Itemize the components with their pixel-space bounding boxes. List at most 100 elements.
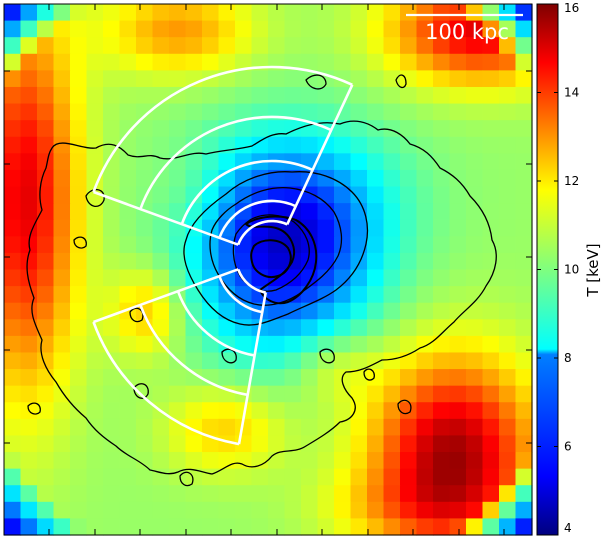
heatmap-pixel	[499, 169, 517, 188]
heatmap-pixel	[86, 252, 104, 271]
heatmap-pixel	[400, 501, 418, 519]
heatmap-pixel	[334, 402, 352, 420]
heatmap-pixel	[235, 169, 253, 188]
heatmap-pixel	[334, 352, 352, 370]
heatmap-pixel	[86, 219, 104, 237]
heatmap-pixel	[53, 20, 71, 38]
heatmap-pixel	[400, 153, 418, 171]
heatmap-pixel	[317, 485, 335, 503]
heatmap-pixel	[334, 4, 352, 22]
heatmap-pixel	[416, 37, 434, 55]
heatmap-pixel	[119, 86, 137, 105]
heatmap-pixel	[433, 53, 451, 71]
heatmap-pixel	[235, 352, 253, 370]
heatmap-pixel	[515, 70, 533, 88]
heatmap-pixel	[37, 136, 55, 154]
heatmap-pixel	[367, 452, 385, 470]
heatmap-pixel	[53, 120, 71, 138]
heatmap-pixel	[86, 385, 104, 403]
heatmap-pixel	[37, 435, 55, 453]
heatmap-pixel	[367, 468, 385, 486]
heatmap-pixel	[103, 169, 121, 188]
heatmap-pixel	[350, 53, 368, 71]
heatmap-pixel	[334, 252, 352, 271]
heatmap-pixel	[284, 70, 302, 88]
heatmap-pixel	[284, 418, 302, 437]
heatmap-pixel	[400, 402, 418, 420]
heatmap-pixel	[4, 103, 22, 121]
heatmap-pixel	[449, 219, 467, 237]
heatmap-pixel	[218, 4, 236, 22]
scale-bar-label: 100 kpc	[425, 20, 509, 44]
heatmap-pixel	[185, 236, 203, 254]
heatmap-pixel	[499, 452, 517, 470]
sector-edge	[93, 268, 239, 324]
heatmap-pixel	[185, 20, 203, 38]
heatmap-pixel	[466, 120, 484, 138]
heatmap-pixel	[4, 319, 22, 337]
heatmap-pixel	[317, 4, 335, 22]
heatmap-pixel	[383, 501, 401, 519]
heatmap-pixel	[152, 369, 170, 387]
heatmap-pixel	[466, 269, 484, 287]
heatmap-pixel	[152, 319, 170, 337]
heatmap-pixel	[350, 385, 368, 403]
heatmap-pixel	[235, 468, 253, 486]
heatmap-pixel	[136, 53, 154, 71]
heatmap-pixel	[482, 4, 500, 22]
heatmap-pixel	[367, 335, 385, 354]
heatmap-pixel	[119, 4, 137, 22]
heatmap-pixel	[152, 120, 170, 138]
heatmap-pixel	[400, 103, 418, 121]
heatmap-pixel	[317, 335, 335, 354]
heatmap-pixel	[416, 103, 434, 121]
heatmap-pixel	[251, 385, 269, 403]
heatmap-pixel	[383, 86, 401, 105]
heatmap-pixel	[185, 352, 203, 370]
heatmap-pixel	[466, 402, 484, 420]
heatmap-pixel	[103, 236, 121, 254]
heatmap-pixel	[334, 319, 352, 337]
heatmap-pixel	[86, 518, 104, 536]
heatmap-pixel	[400, 269, 418, 287]
heatmap-pixel	[37, 4, 55, 22]
heatmap-pixel	[251, 120, 269, 138]
heatmap-pixel	[268, 335, 286, 354]
heatmap-pixel	[37, 219, 55, 237]
heatmap-pixel	[416, 335, 434, 354]
heatmap-pixel	[334, 236, 352, 254]
heatmap-pixel	[482, 70, 500, 88]
heatmap-pixel	[235, 286, 253, 304]
heatmap-pixel	[251, 20, 269, 38]
heatmap-pixel	[251, 335, 269, 354]
heatmap-pixel	[400, 468, 418, 486]
heatmap-pixel	[400, 435, 418, 453]
heatmap-pixel	[317, 302, 335, 320]
heatmap-pixel	[53, 286, 71, 304]
heatmap-pixel	[367, 20, 385, 38]
heatmap-pixel	[466, 186, 484, 204]
heatmap-pixel	[53, 435, 71, 453]
heatmap-pixel	[251, 269, 269, 287]
heatmap-pixel	[70, 20, 88, 38]
heatmap-pixel	[515, 219, 533, 237]
heatmap-pixel	[70, 369, 88, 387]
heatmap-pixel	[119, 402, 137, 420]
heatmap-pixel	[499, 518, 517, 536]
heatmap-pixel	[4, 53, 22, 71]
contour-blob-4	[129, 307, 144, 323]
heatmap-pixel	[334, 186, 352, 204]
heatmap-pixel	[334, 20, 352, 38]
heatmap-pixel	[515, 53, 533, 71]
heatmap-pixel	[383, 485, 401, 503]
sector-arc	[92, 321, 240, 446]
heatmap-pixel	[169, 435, 187, 453]
heatmap-pixel	[433, 418, 451, 437]
heatmap-pixel	[4, 352, 22, 370]
heatmap-pixel	[235, 186, 253, 204]
heatmap-pixel	[218, 153, 236, 171]
heatmap-pixel	[20, 203, 38, 221]
heatmap-pixel	[218, 402, 236, 420]
heatmap-pixel	[37, 418, 55, 437]
heatmap-pixel	[466, 518, 484, 536]
